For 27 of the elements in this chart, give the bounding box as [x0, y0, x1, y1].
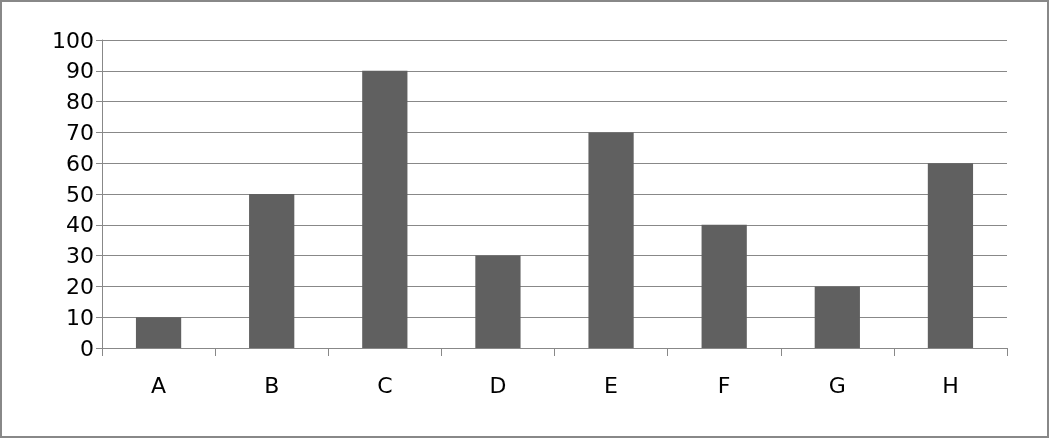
- x-tick-label: B: [264, 372, 280, 398]
- y-tick-label: 20: [66, 273, 94, 299]
- y-tick-label: 30: [66, 243, 94, 269]
- bar: [249, 194, 295, 348]
- x-tick-label: G: [828, 372, 846, 398]
- bar: [814, 286, 860, 348]
- x-tick-label: A: [151, 372, 167, 398]
- x-tick-label: D: [489, 372, 507, 398]
- x-tick-label: H: [942, 372, 959, 398]
- y-tick-label: 60: [66, 150, 94, 176]
- y-tick-label: 90: [66, 58, 94, 84]
- bar: [701, 224, 747, 348]
- y-tick-label: 50: [66, 181, 94, 207]
- bar: [135, 317, 182, 348]
- bar: [475, 255, 521, 348]
- x-tick-label: E: [604, 372, 619, 398]
- y-tick-label: 80: [66, 89, 94, 115]
- x-tick-label: F: [717, 372, 731, 398]
- bar: [362, 70, 408, 348]
- bar: [588, 132, 634, 348]
- y-tick-label: 10: [66, 304, 94, 330]
- y-tick-label: 0: [80, 335, 94, 361]
- x-tick-label: C: [377, 372, 393, 398]
- bar: [927, 163, 974, 348]
- y-tick-label: 100: [52, 27, 94, 53]
- y-tick-label: 70: [66, 119, 94, 145]
- y-tick-label: 40: [66, 212, 94, 238]
